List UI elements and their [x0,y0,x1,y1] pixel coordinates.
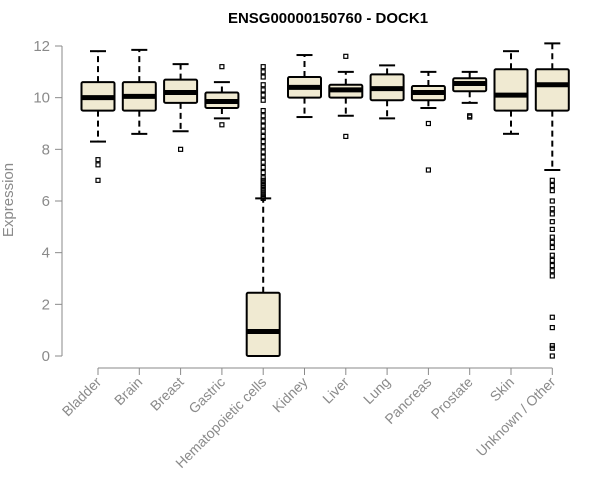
outlier-point [549,234,555,240]
outlier-point [549,206,555,212]
y-tick-label: 4 [42,245,50,262]
outlier-point [467,113,473,119]
y-tick-label: 10 [33,90,50,107]
outlier-point [260,92,266,98]
outlier-point [260,113,266,119]
y-tick-label: 12 [33,38,50,55]
iqr-box [245,291,281,358]
outlier-point [549,262,555,269]
outlier-point [260,69,266,75]
outlier-point [260,133,266,140]
box-group-breast [163,63,199,152]
outlier-point [549,353,555,359]
x-tick-label: Prostate [428,374,476,422]
box-group-lung [369,64,405,120]
outlier-point [260,138,266,145]
box-group-skin [493,50,529,135]
outlier-point [549,345,555,351]
outlier-point [260,195,266,202]
outlier-point [425,120,431,127]
x-tick-label: Skin [487,374,518,405]
x-tick-label: Kidney [269,374,311,416]
iqr-box [493,68,529,112]
outlier-point [549,268,555,274]
outlier-point [95,162,101,168]
outlier-point [260,159,266,165]
iqr-box [534,68,570,112]
outlier-point [549,177,555,183]
box-group-bladder [80,50,116,183]
box-group-hematopoietic-cells [245,64,281,358]
x-tick-label: Liver [319,374,352,407]
box-group-kidney [287,54,322,119]
outlier-point [425,167,431,173]
outlier-point [260,64,266,70]
box-group-liver [328,53,364,140]
box-group-gastric [204,64,240,128]
outlier-point [260,144,266,150]
outlier-point [219,122,225,128]
outlier-point [549,211,555,217]
chart-title: ENSG00000150760 - DOCK1 [228,10,428,27]
outlier-point [260,149,266,155]
box-group-brain [121,48,157,135]
y-tick-label: 6 [42,193,50,210]
outlier-point [260,97,266,103]
outlier-point [549,257,555,264]
outlier-point [260,154,266,160]
outlier-point [178,146,184,152]
outlier-point [260,87,266,93]
outlier-point [260,164,266,171]
y-tick-label: 0 [42,348,50,365]
outlier-point [549,324,555,331]
x-tick-label: Breast [147,374,187,414]
outlier-point [549,273,555,279]
outlier-point [467,114,473,120]
outlier-point [549,252,555,258]
outlier-point [95,177,101,183]
outlier-point [260,74,266,80]
outlier-point [260,123,266,129]
box-group-prostate [452,70,488,120]
y-axis-label: Expression [0,163,17,237]
outlier-point [260,169,266,176]
outlier-point [260,128,266,134]
outlier-point [95,157,101,163]
outlier-point [343,53,349,59]
x-tick-label: Lung [360,374,393,407]
y-tick-label: 8 [42,141,50,158]
axes: 0 2 4 6 8 10 12 [33,38,553,375]
box-group-pancreas [410,70,446,173]
x-tick-label: Brain [111,374,145,408]
outlier-point [219,64,225,70]
outlier-point [260,107,266,114]
x-tick-label: Bladder [59,374,105,420]
box-group-unknown-other [534,42,570,359]
outlier-point [549,314,555,320]
outlier-point [549,219,555,225]
outlier-point [260,118,266,124]
outlier-point [260,82,266,88]
outlier-point [549,188,555,194]
outlier-point [549,244,555,251]
boxes [80,42,570,359]
outlier-point [549,226,555,233]
outlier-point [343,133,349,140]
y-tick-label: 2 [42,296,50,313]
outlier-point [549,198,555,204]
outlier-point [549,182,555,189]
outlier-point [549,239,555,245]
